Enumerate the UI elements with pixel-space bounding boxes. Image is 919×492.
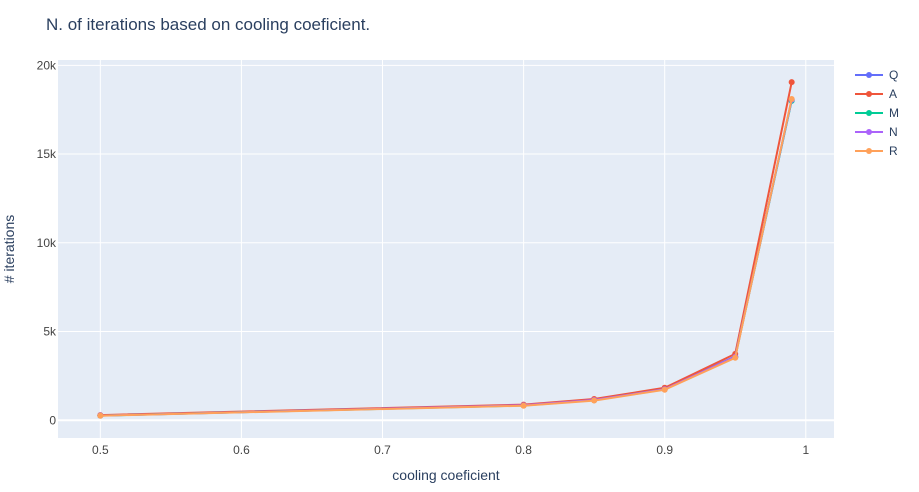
data-point: [520, 402, 527, 409]
legend-swatch-marker: [866, 110, 872, 116]
legend-label: N: [889, 125, 898, 139]
y-tick-label: 15k: [37, 147, 57, 161]
x-axis-ticks: 0.5 0.6 0.7 0.8 0.9 1: [92, 443, 809, 457]
legend-item-q[interactable]: Q: [855, 68, 898, 82]
chart-title: N. of iterations based on cooling coefic…: [46, 15, 370, 34]
x-tick-label: 0.9: [656, 443, 673, 457]
legend-label: R: [889, 144, 898, 158]
y-tick-label: 20k: [37, 58, 57, 72]
data-point: [97, 412, 104, 419]
data-point: [788, 96, 795, 103]
legend-item-r[interactable]: R: [855, 144, 898, 158]
series-layer: [97, 79, 795, 419]
data-point: [661, 386, 668, 393]
y-tick-label: 5k: [43, 325, 57, 339]
y-tick-label: 0: [49, 413, 56, 427]
series-line: [100, 98, 793, 417]
legend-label: A: [889, 87, 897, 101]
y-axis-title: # iterations: [1, 215, 17, 283]
data-point: [732, 354, 739, 361]
data-point: [788, 79, 795, 86]
y-gridlines: [58, 64, 834, 422]
plot-area: [58, 60, 834, 438]
legend-label: Q: [889, 68, 898, 82]
y-tick-label: 10k: [37, 236, 57, 250]
legend-item-n[interactable]: N: [855, 125, 898, 139]
x-tick-label: 0.8: [515, 443, 532, 457]
x-tick-label: 1: [802, 443, 809, 457]
legend-swatch-marker: [866, 148, 872, 154]
legend-label: M: [889, 106, 899, 120]
series-r: [97, 96, 795, 419]
legend-swatch-marker: [866, 129, 872, 135]
x-tick-label: 0.7: [374, 443, 391, 457]
x-tick-label: 0.6: [233, 443, 250, 457]
legend-swatch-marker: [866, 72, 872, 78]
legend-item-m[interactable]: M: [855, 106, 899, 120]
x-tick-label: 0.5: [92, 443, 109, 457]
legend-swatch-marker: [866, 91, 872, 97]
legend-item-a[interactable]: A: [855, 87, 897, 101]
x-gridlines: [99, 60, 807, 438]
y-axis-ticks: 0 5k 10k 15k 20k: [37, 58, 57, 427]
x-axis-title: cooling coeficient: [392, 467, 500, 483]
data-point: [591, 397, 598, 404]
